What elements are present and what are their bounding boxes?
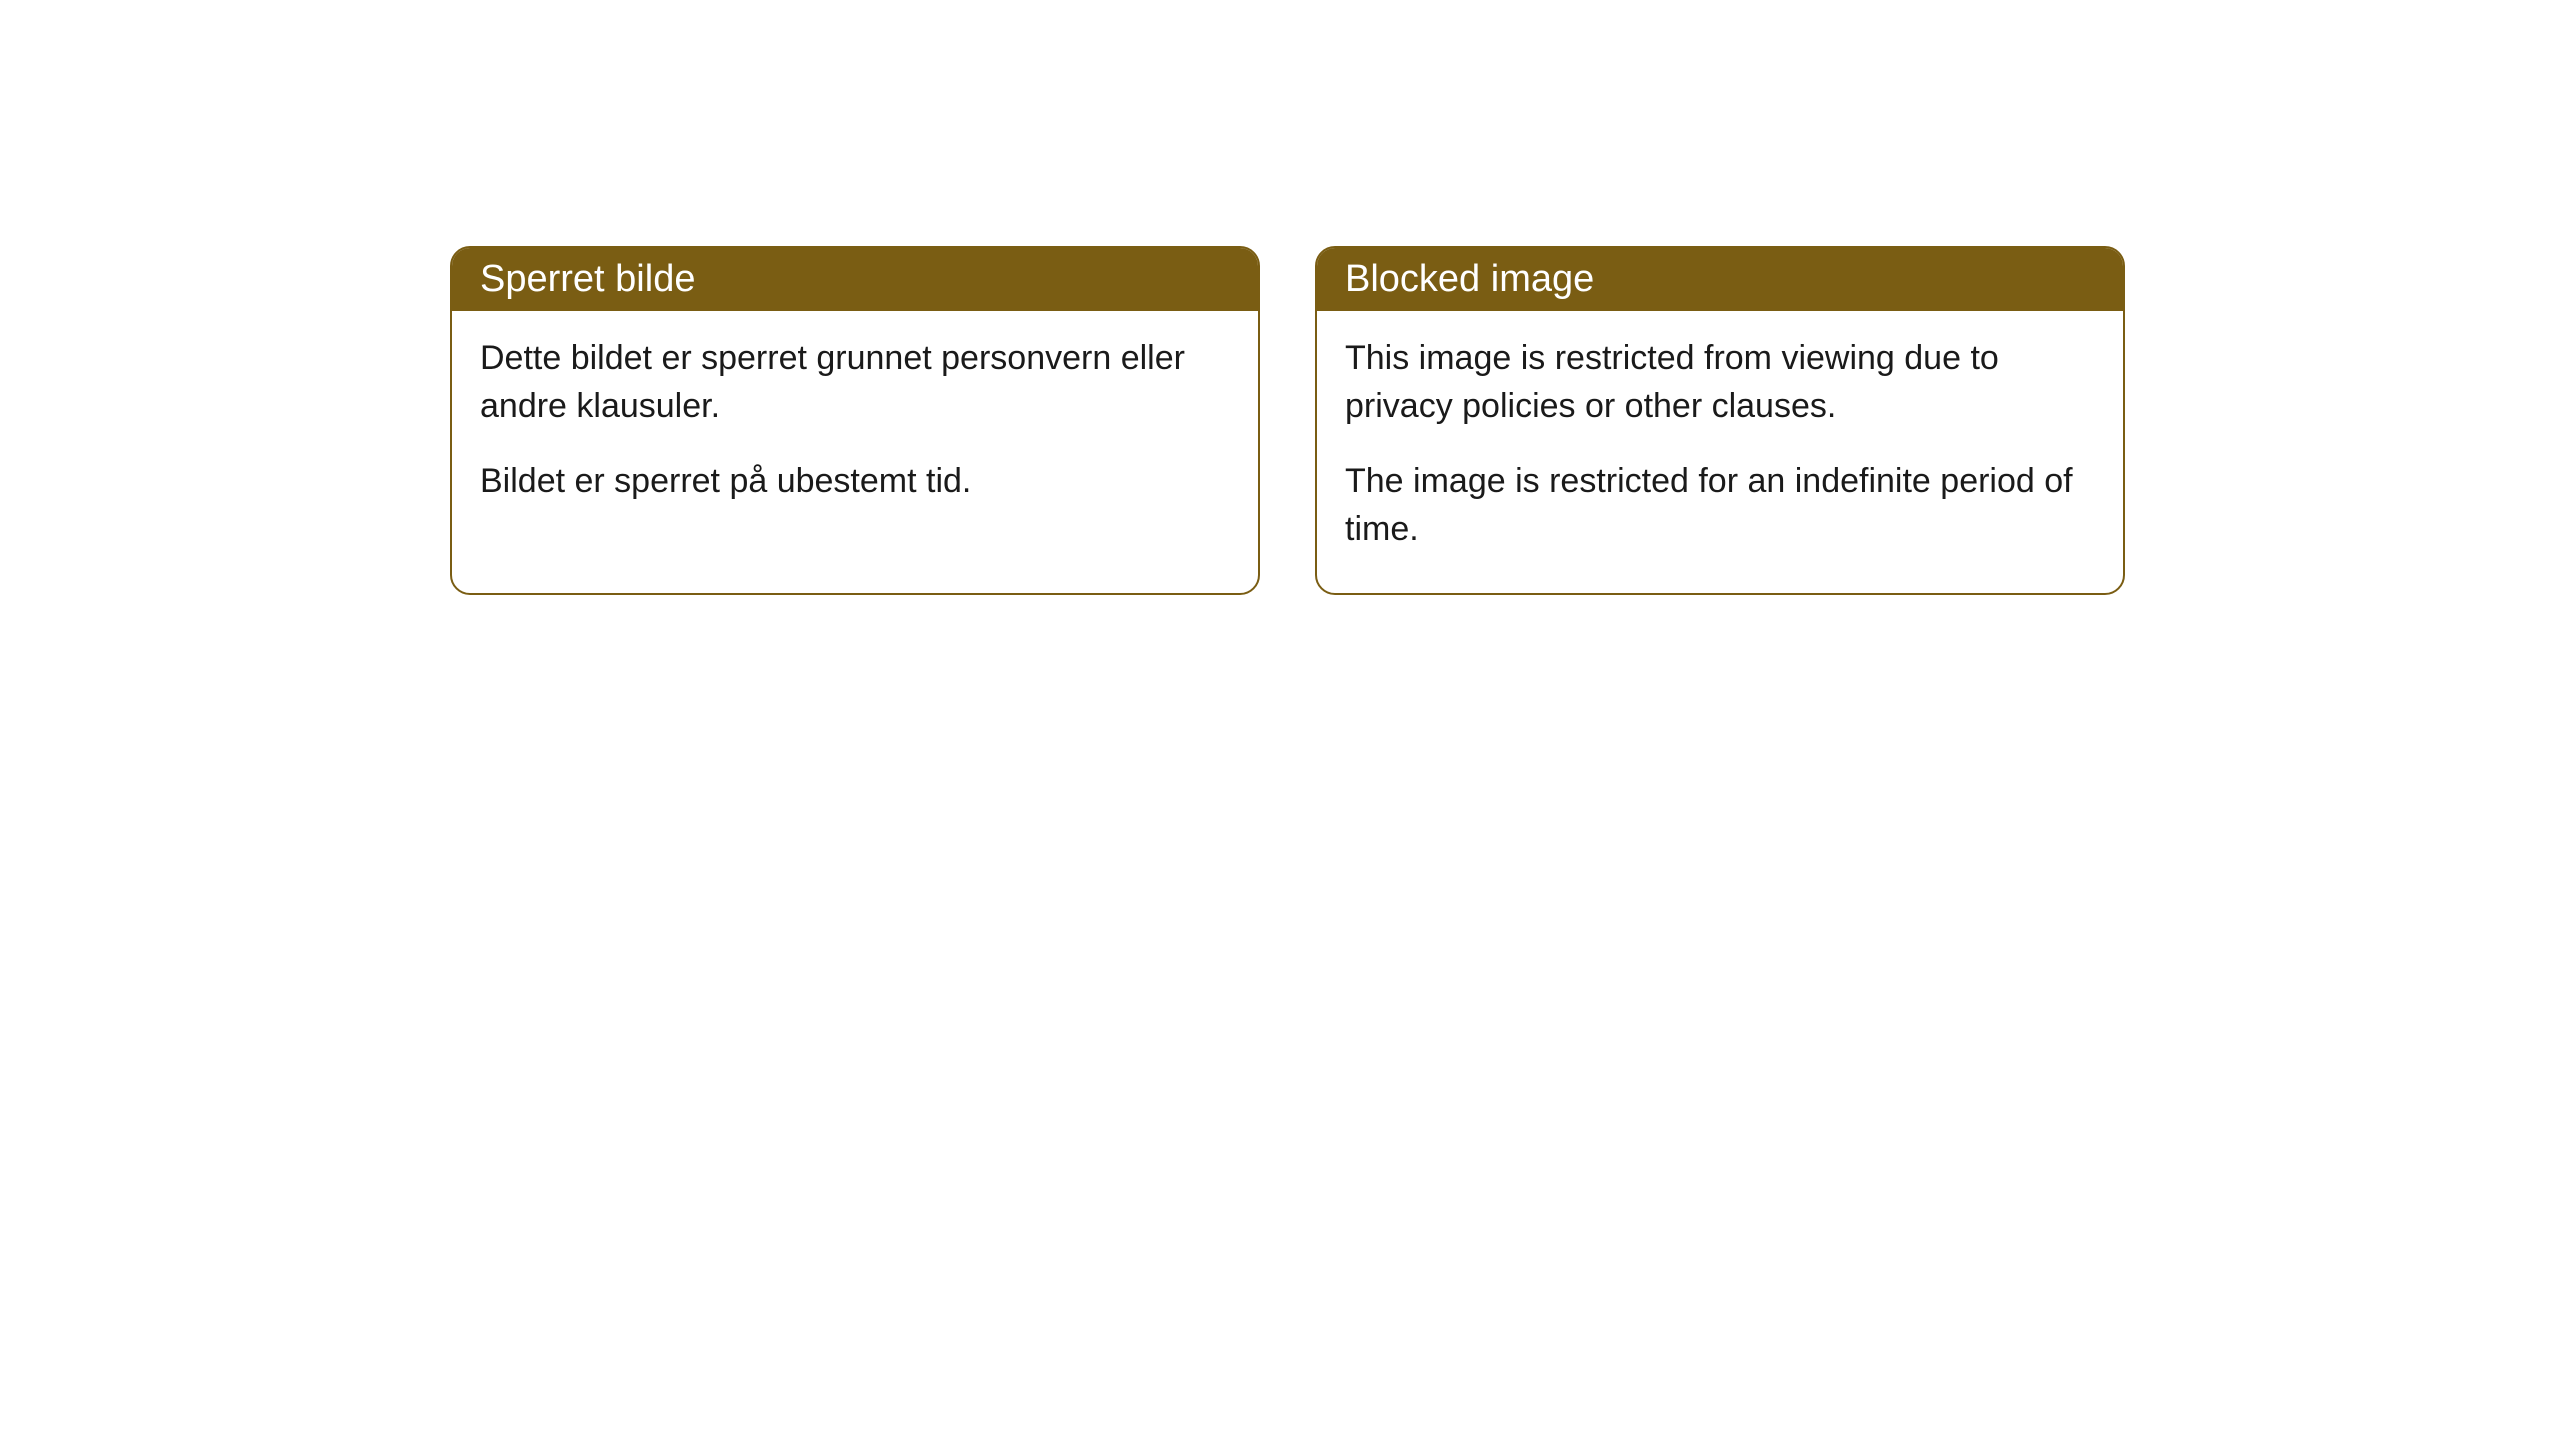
card-header-norwegian: Sperret bilde — [452, 248, 1258, 311]
card-body-english: This image is restricted from viewing du… — [1317, 311, 2123, 593]
card-body-norwegian: Dette bildet er sperret grunnet personve… — [452, 311, 1258, 546]
card-paragraph-2-english: The image is restricted for an indefinit… — [1345, 458, 2095, 553]
blocked-image-card-english: Blocked image This image is restricted f… — [1315, 246, 2125, 595]
card-paragraph-1-english: This image is restricted from viewing du… — [1345, 335, 2095, 430]
card-paragraph-1-norwegian: Dette bildet er sperret grunnet personve… — [480, 335, 1230, 430]
card-header-english: Blocked image — [1317, 248, 2123, 311]
cards-container: Sperret bilde Dette bildet er sperret gr… — [0, 0, 2560, 595]
card-paragraph-2-norwegian: Bildet er sperret på ubestemt tid. — [480, 458, 1230, 506]
blocked-image-card-norwegian: Sperret bilde Dette bildet er sperret gr… — [450, 246, 1260, 595]
